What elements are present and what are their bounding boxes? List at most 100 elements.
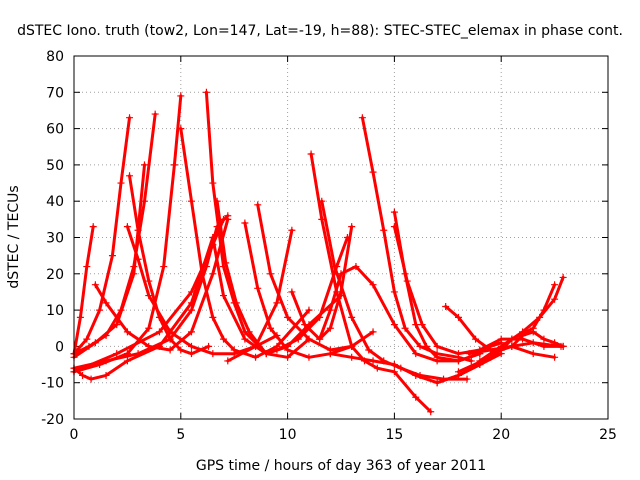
chart-title: dSTEC Iono. truth (tow2, Lon=147, Lat=-1…	[17, 23, 623, 39]
data-point	[262, 350, 270, 358]
data-point	[126, 114, 134, 122]
data-point	[166, 346, 174, 354]
data-point	[412, 371, 420, 379]
data-point	[166, 335, 174, 343]
data-point	[373, 364, 381, 372]
data-point	[540, 306, 548, 314]
series-line	[478, 275, 565, 363]
data-point	[145, 292, 153, 300]
data-point	[113, 321, 121, 329]
data-point	[412, 393, 420, 401]
data-point	[267, 324, 275, 332]
data-point	[497, 346, 505, 354]
data-point	[170, 161, 178, 169]
data-point	[348, 313, 356, 321]
data-point	[318, 197, 326, 205]
data-point	[326, 350, 334, 358]
data-point	[390, 321, 398, 329]
data-point	[307, 150, 315, 158]
series-line	[290, 225, 354, 341]
y-tick-label: 40	[46, 194, 64, 210]
data-point	[273, 299, 281, 307]
data-point	[422, 342, 430, 350]
data-point	[108, 252, 116, 260]
data-series	[70, 88, 567, 416]
data-point	[96, 306, 104, 314]
data-point	[224, 357, 232, 365]
data-point	[213, 197, 221, 205]
data-point	[433, 342, 441, 350]
data-point	[209, 350, 217, 358]
y-tick-label: 70	[46, 85, 64, 101]
data-point	[288, 226, 296, 234]
data-point	[284, 313, 292, 321]
data-point	[365, 346, 373, 354]
y-tick-label: -10	[41, 376, 64, 392]
data-point	[187, 328, 195, 336]
data-point	[551, 295, 559, 303]
series-line	[93, 217, 230, 352]
data-point	[151, 110, 159, 118]
data-point	[551, 339, 559, 347]
data-point	[205, 342, 213, 350]
data-point	[230, 346, 238, 354]
data-point	[209, 179, 217, 187]
x-tick-label: 20	[492, 427, 510, 443]
data-point	[412, 350, 420, 358]
data-point	[187, 197, 195, 205]
data-point	[284, 353, 292, 361]
data-point	[454, 350, 462, 358]
data-point	[252, 342, 260, 350]
data-point	[551, 281, 559, 289]
data-point	[273, 346, 281, 354]
axis-ticks: 0 5 10 15 20 25 -20 -10 0 10 20 30 40 50 60 70 80	[41, 49, 617, 443]
data-point	[198, 270, 206, 278]
data-point	[254, 201, 262, 209]
data-point	[463, 375, 471, 383]
series-line	[457, 283, 557, 374]
data-point	[390, 223, 398, 231]
data-point	[91, 339, 99, 347]
data-point	[123, 223, 131, 231]
data-point	[252, 353, 260, 361]
x-tick-label: 15	[385, 427, 403, 443]
data-point	[102, 299, 110, 307]
y-tick-label: -20	[41, 412, 64, 428]
data-point	[454, 357, 462, 365]
data-point	[348, 223, 356, 231]
data-point	[390, 208, 398, 216]
series-9	[126, 172, 213, 358]
series-line	[72, 225, 95, 356]
y-tick-label: 30	[46, 231, 64, 247]
data-point	[369, 168, 377, 176]
data-point	[427, 408, 435, 416]
data-point	[454, 313, 462, 321]
data-point	[390, 368, 398, 376]
y-tick-label: 0	[55, 339, 64, 355]
data-point	[559, 342, 567, 350]
data-point	[241, 335, 249, 343]
data-point	[123, 357, 131, 365]
data-point	[267, 270, 275, 278]
data-point	[442, 302, 450, 310]
data-point	[91, 281, 99, 289]
data-point	[433, 379, 441, 387]
data-point	[177, 125, 185, 133]
data-point	[326, 324, 334, 332]
data-point	[134, 226, 142, 234]
data-point	[337, 270, 345, 278]
data-point	[209, 234, 217, 241]
data-point	[288, 288, 296, 296]
data-point	[187, 299, 195, 307]
data-point	[241, 219, 249, 227]
data-point	[145, 342, 153, 350]
data-point	[472, 335, 480, 343]
series-17	[224, 226, 296, 365]
y-tick-label: 50	[46, 158, 64, 174]
data-point	[540, 335, 548, 343]
data-point	[155, 328, 163, 336]
y-tick-label: 60	[46, 122, 64, 138]
data-point	[145, 277, 153, 285]
data-point	[284, 346, 292, 354]
data-point	[222, 259, 230, 267]
